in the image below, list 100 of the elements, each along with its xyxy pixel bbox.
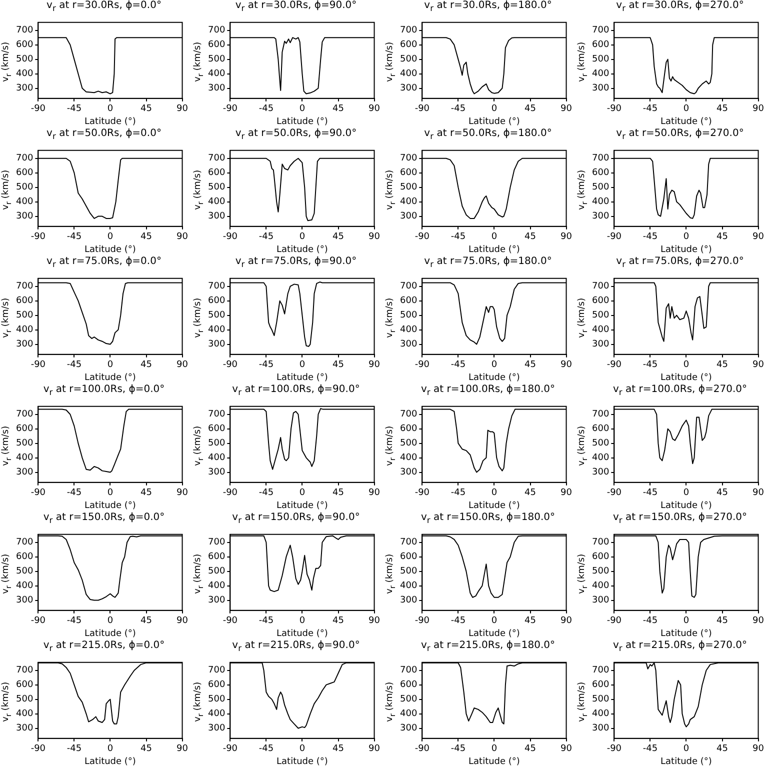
x-tick-label: -45 xyxy=(450,360,466,370)
y-tick-label: 400 xyxy=(400,581,418,592)
chart-title: v$_{r}$ at r=215.0Rs, ϕ=180.0° xyxy=(420,640,556,654)
y-tick-label: 500 xyxy=(16,694,34,705)
x-tick-label: 90 xyxy=(560,744,572,754)
y-tick-label: 300 xyxy=(592,340,610,350)
y-tick-label: 300 xyxy=(208,724,226,734)
chart-title: v$_{r}$ at r=100.0Rs, ϕ=0.0° xyxy=(42,384,166,398)
x-axis-title: Latitude (°) xyxy=(660,756,712,767)
y-tick-label: 600 xyxy=(592,40,610,50)
y-tick-label: 600 xyxy=(400,552,418,562)
x-tick-label: 90 xyxy=(176,104,188,114)
x-tick-label: -45 xyxy=(450,616,466,626)
x-tick-label: 90 xyxy=(560,232,572,242)
x-tick-label: 45 xyxy=(716,488,728,498)
y-tick-label: 700 xyxy=(400,26,418,36)
y-tick-label: 400 xyxy=(208,709,226,720)
y-tick-label: 500 xyxy=(400,566,418,577)
x-tick-label: -90 xyxy=(222,232,238,242)
x-tick-label: 0 xyxy=(491,488,498,498)
x-tick-label: 45 xyxy=(140,360,152,370)
chart-title: v$_{r}$ at r=30.0Rs, ϕ=0.0° xyxy=(46,0,162,14)
chart-title: v$_{r}$ at r=30.0Rs, ϕ=270.0° xyxy=(615,0,745,14)
x-tick-label: -45 xyxy=(642,744,658,754)
y-tick-label: 300 xyxy=(16,340,34,350)
x-tick-label: 45 xyxy=(524,616,536,626)
y-tick-label: 700 xyxy=(592,154,610,164)
x-axis-title: Latitude (°) xyxy=(84,500,136,511)
x-axis-title: Latitude (°) xyxy=(276,628,328,639)
x-axis-title: Latitude (°) xyxy=(276,372,328,383)
y-tick-label: 700 xyxy=(592,282,610,292)
x-tick-label: 90 xyxy=(176,616,188,626)
x-tick-label: -45 xyxy=(642,360,658,370)
x-tick-label: -45 xyxy=(642,488,658,498)
x-axis-title: Latitude (°) xyxy=(276,116,328,127)
x-axis-title: Latitude (°) xyxy=(468,244,520,255)
chart-title: v$_{r}$ at r=215.0Rs, ϕ=0.0° xyxy=(42,640,166,654)
y-tick-label: 400 xyxy=(592,453,610,464)
y-tick-label: 400 xyxy=(208,325,226,336)
y-tick-label: 400 xyxy=(400,197,418,208)
x-tick-label: -90 xyxy=(414,616,430,626)
y-tick-label: 600 xyxy=(208,552,226,562)
y-tick-label: 600 xyxy=(592,552,610,562)
y-tick-label: 300 xyxy=(400,724,418,734)
x-tick-label: 45 xyxy=(140,104,152,114)
y-tick-label: 400 xyxy=(208,453,226,464)
y-tick-label: 500 xyxy=(208,310,226,321)
y-tick-label: 700 xyxy=(400,282,418,292)
y-tick-label: 300 xyxy=(400,340,418,350)
x-tick-label: -90 xyxy=(606,744,622,754)
x-tick-label: -45 xyxy=(66,616,82,626)
y-tick-label: 400 xyxy=(208,69,226,80)
x-tick-label: -45 xyxy=(258,488,274,498)
y-tick-label: 400 xyxy=(400,453,418,464)
chart-title: v$_{r}$ at r=75.0Rs, ϕ=270.0° xyxy=(615,256,745,270)
y-tick-label: 400 xyxy=(592,709,610,720)
x-tick-label: 90 xyxy=(176,744,188,754)
x-tick-label: 45 xyxy=(716,616,728,626)
x-tick-label: 0 xyxy=(299,488,306,498)
y-tick-label: 500 xyxy=(208,694,226,705)
y-tick-label: 400 xyxy=(592,581,610,592)
x-tick-label: -45 xyxy=(258,104,274,114)
x-tick-label: 90 xyxy=(560,488,572,498)
x-tick-label: 0 xyxy=(683,232,690,242)
chart-title: v$_{r}$ at r=100.0Rs, ϕ=180.0° xyxy=(420,384,556,398)
x-tick-label: -90 xyxy=(414,232,430,242)
x-tick-label: 90 xyxy=(752,104,764,114)
x-tick-label: -90 xyxy=(30,232,46,242)
chart-title: v$_{r}$ at r=100.0Rs, ϕ=90.0° xyxy=(231,384,361,398)
x-tick-label: 45 xyxy=(716,232,728,242)
y-tick-label: 600 xyxy=(16,424,34,434)
y-tick-label: 600 xyxy=(400,680,418,690)
x-tick-label: -45 xyxy=(450,488,466,498)
y-tick-label: 400 xyxy=(16,197,34,208)
x-tick-label: -90 xyxy=(30,488,46,498)
chart-title: v$_{r}$ at r=75.0Rs, ϕ=180.0° xyxy=(423,256,553,270)
y-tick-label: 500 xyxy=(208,182,226,193)
y-tick-label: 500 xyxy=(208,438,226,449)
x-tick-label: -90 xyxy=(222,104,238,114)
y-tick-label: 500 xyxy=(16,438,34,449)
y-tick-label: 500 xyxy=(400,54,418,65)
y-tick-label: 700 xyxy=(16,538,34,548)
y-tick-label: 300 xyxy=(592,212,610,222)
y-tick-label: 600 xyxy=(208,424,226,434)
x-tick-label: 0 xyxy=(683,488,690,498)
x-tick-label: 90 xyxy=(752,488,764,498)
y-tick-label: 300 xyxy=(208,340,226,350)
x-tick-label: -45 xyxy=(642,616,658,626)
y-tick-label: 700 xyxy=(16,410,34,420)
x-axis-title: Latitude (°) xyxy=(84,628,136,639)
x-tick-label: -45 xyxy=(66,488,82,498)
x-tick-label: 45 xyxy=(716,104,728,114)
y-tick-label: 400 xyxy=(592,325,610,336)
x-tick-label: 0 xyxy=(107,104,114,114)
x-tick-label: -90 xyxy=(606,232,622,242)
y-tick-label: 600 xyxy=(592,168,610,178)
y-tick-label: 700 xyxy=(592,666,610,676)
y-tick-label: 700 xyxy=(16,282,34,292)
y-tick-label: 400 xyxy=(400,69,418,80)
y-tick-label: 600 xyxy=(16,168,34,178)
